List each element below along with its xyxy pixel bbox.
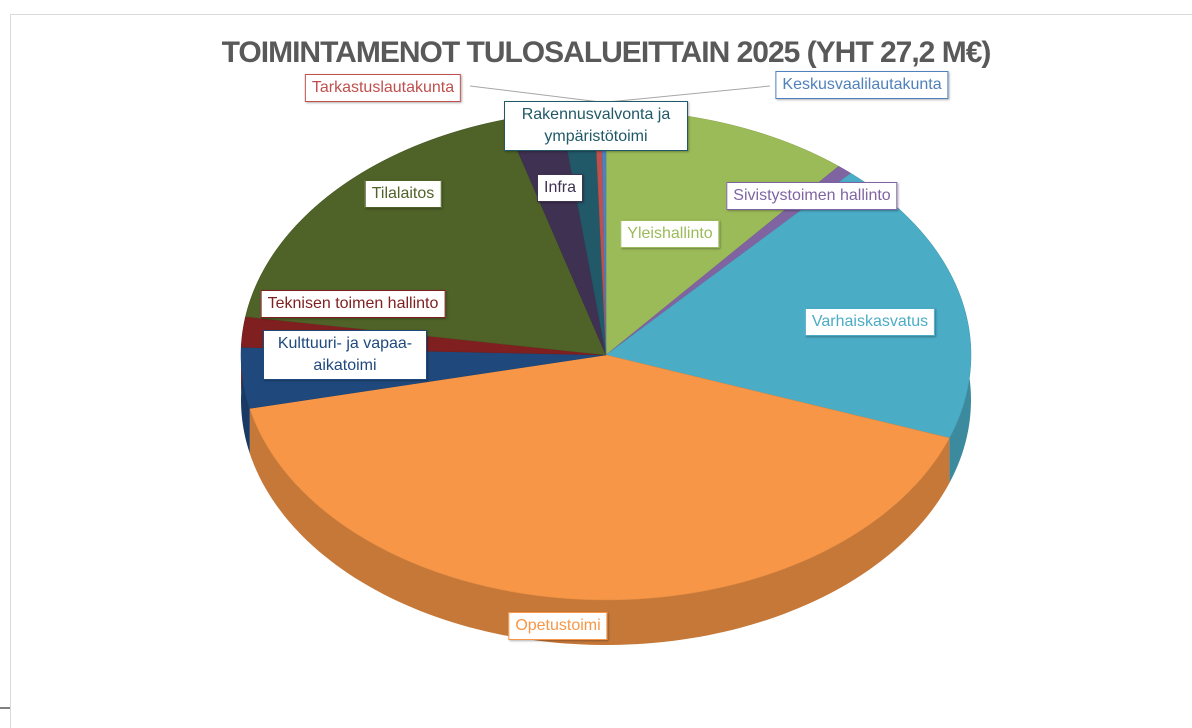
pie-slice: [249, 354, 950, 601]
data-label: Yleishallinto: [620, 220, 720, 248]
chart-title: TOIMINTAMENOT TULOSALUEITTAIN 2025 (YHT …: [221, 36, 992, 69]
slice-side: [241, 347, 250, 454]
data-label: Tilalaitos: [364, 180, 442, 208]
data-label: Teknisen toimen hallinto: [260, 290, 446, 318]
leader-line: [469, 85, 601, 103]
slice-side: [249, 408, 950, 645]
data-label: Sivistystoimen hallinto: [726, 182, 898, 210]
chart-frame: [10, 14, 1192, 728]
data-label: Kulttuuri- ja vapaa-aikatoimi: [263, 330, 427, 380]
data-label: Tarkastuslautakunta: [304, 74, 462, 102]
data-label: Rakennusvalvonta ja ympäristötoimi: [504, 101, 688, 151]
data-label: Varhaiskasvatus: [804, 308, 936, 336]
leader-line: [607, 85, 771, 103]
data-label: Infra: [536, 174, 584, 202]
data-label: Opetustoimi: [508, 612, 608, 640]
data-label: Keskusvaalilautakunta: [775, 71, 949, 99]
